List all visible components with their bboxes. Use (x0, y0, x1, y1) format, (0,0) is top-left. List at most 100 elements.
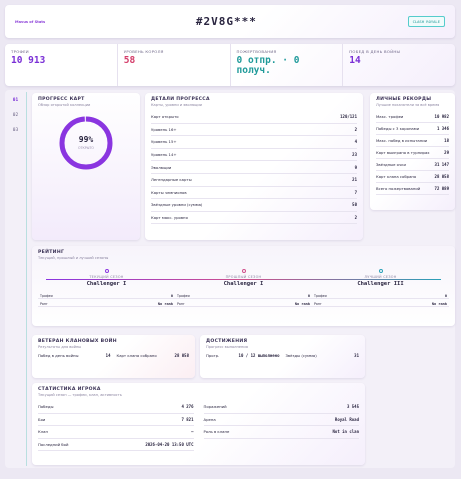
stat-label: Звёзды (сумма) (285, 353, 317, 358)
stat-value: 2 (354, 126, 357, 132)
stat-label: Арена (203, 416, 216, 422)
stat-label: Карт макс. уровня (151, 215, 188, 221)
stat-label: Всего пожертвований (376, 186, 421, 191)
caption: ОТКРЫТО (78, 146, 94, 150)
stat-value: 50 (352, 202, 357, 208)
season: ЛУЧШИЙ СЕЗОН Challenger III Трофеи 0 Ранг No … (312, 269, 449, 307)
section-subtitle: Текущий, прошлый и лучший сезоны (38, 256, 109, 260)
stat-label: Уровень 16+ (151, 126, 177, 132)
stat-row: Поражений 3 545 (203, 401, 359, 414)
section-subtitle: Прогресс выполнения (206, 345, 248, 349)
stat-value: 14 (105, 353, 111, 358)
stat-label: Уровень 14+ (151, 152, 177, 158)
stat-row: Прогр. 10 / 12 выполнено Звёзды (сумма) 31 (206, 353, 359, 358)
logo: Mavus of Stats (15, 19, 46, 24)
achievements-card: ДОСТИЖЕНИЯ Прогресс выполнения Прогр. 10 / … (200, 335, 365, 378)
season: ТЕКУЩИЙ СЕЗОН Challenger I Трофеи 0 Ранг No r… (38, 269, 175, 307)
stat-label: Карты чемпионов (151, 189, 187, 195)
stat-label: Карт открыто (151, 114, 179, 120)
stat-row: Последний бой 2026-04-20 13:50 UTC (38, 439, 194, 451)
stat-label: Уровень 15+ (151, 139, 177, 145)
records-card: ЛИЧНЫЕ РЕКОРДЫ Лучшие показатели за всё в… (370, 93, 455, 210)
stat-label: Карт клана собрано (116, 353, 157, 358)
stat-row: Звёздные уровни (сумма) 50 (151, 199, 357, 212)
stat-value: No rank (431, 302, 447, 306)
player-stats-card: СТАТИСТИКА ИГРОКА Текущий сезон — трофеи,… (32, 383, 365, 465)
stat-row: Карт открыто 120/121 (151, 111, 357, 124)
stat-label: Трофеи (177, 294, 190, 298)
stat-label: Макс. побед в испытании (376, 138, 428, 143)
stat-row: Звёздные очки 31 147 (376, 159, 449, 171)
stat-value: 3 545 (346, 404, 359, 410)
stat-label: Ранг (40, 302, 48, 306)
stat-value: 4 276 (181, 404, 194, 410)
season-dot (241, 269, 246, 273)
stat-row: Уровень 16+ 2 (151, 124, 357, 137)
summary-item: УРОВЕНЬ КОРОЛЯ 58 (118, 44, 231, 86)
summary-value: 0 отпр. · 0 получ. (236, 55, 300, 77)
stat-value: 0 (170, 294, 173, 298)
stat-value: 23 (352, 152, 357, 158)
season-league: Challenger III (357, 281, 404, 287)
stat-row: Клан — (38, 426, 194, 439)
section-title: ЛИЧНЫЕ РЕКОРДЫ (376, 97, 432, 102)
stat-value: No rank (294, 302, 310, 306)
stat-row: Бои 7 821 (38, 414, 194, 426)
stat-label: Бои (38, 416, 46, 422)
stat-label: Трофеи (40, 294, 53, 298)
season-row: Ранг No rank (175, 302, 312, 307)
stat-row: Карты чемпионов 7 (151, 187, 357, 200)
stats-grid: Победы 4 276 Поражений 3 545 Бои 7 821 Арена Ro… (38, 401, 359, 451)
stat-value: 18 (444, 138, 449, 143)
stat-value: 0 (444, 294, 447, 298)
season-row: Трофеи 0 (175, 294, 312, 299)
game-button[interactable]: CLASH ROYALE (407, 16, 445, 27)
stat-label: Победы с 3 коронами (376, 126, 420, 131)
stat-value: 9 (354, 164, 357, 170)
summary-value: 58 (123, 55, 136, 66)
season-row: Ранг No rank (312, 302, 449, 307)
section-title: ДОСТИЖЕНИЯ (206, 339, 248, 344)
sidebar: 01 02 03 (5, 92, 27, 466)
summary-bar: ТРОФЕИ 10 913 УРОВЕНЬ КОРОЛЯ 58 ПОЖЕРТВОВАНИ… (5, 44, 455, 86)
section-subtitle: Обзор открытой коллекции (38, 103, 91, 107)
header: Mavus of Stats #2V8G*** CLASH ROYALE (5, 5, 455, 38)
stat-cell: Звёзды (сумма) 31 (286, 353, 360, 358)
stat-row: Побед в день войны 14 Карт клана собрано 28… (38, 353, 189, 358)
summary-item: ТРОФЕИ 10 913 (5, 44, 118, 86)
season-dot (378, 269, 383, 273)
stat-label: Карт выиграно в турнирах (376, 150, 430, 155)
stat-cell: Карт клана собрано 28 058 (117, 353, 190, 358)
stat-row: Победы 4 276 (38, 401, 194, 414)
ring-arc (59, 116, 113, 170)
title: #2V8G*** (195, 15, 257, 28)
stat-row: Победы с 3 коронами 1 346 (376, 123, 449, 135)
summary-label: УРОВЕНЬ КОРОЛЯ (123, 49, 164, 54)
stat-value: 31 (354, 353, 359, 358)
season-row: Трофеи 0 (38, 294, 175, 299)
rating-card: РЕЙТИНГ Текущий, прошлый и лучший сезоны Т… (32, 246, 455, 326)
stat-value: 31 147 (434, 162, 449, 167)
stat-value: 2 (354, 215, 357, 221)
card-progress: ПРОГРЕСС КАРТ Обзор открытой коллекции 9… (32, 93, 140, 240)
stat-value: No rank (157, 302, 173, 306)
stat-value: — (191, 429, 194, 435)
stat-label: Звёздные уровни (сумма) (151, 202, 203, 208)
stat-cell: Побед в день войны 14 (38, 353, 111, 358)
season-label: ЛУЧШИЙ СЕЗОН (364, 275, 397, 279)
stat-value: 10 982 (434, 114, 449, 119)
nav-item: 03 (12, 128, 19, 133)
summary-label: ТРОФЕИ (11, 49, 29, 54)
stat-value: 0 (307, 294, 310, 298)
veteran-card: ВЕТЕРАН КЛАНОВЫХ ВОЙН Результаты для войн… (32, 335, 195, 378)
section-subtitle: Лучшие показатели за всё время (376, 103, 440, 107)
stat-label: Победы (38, 404, 54, 410)
summary-label: ПОЖЕРТВОВАНИЯ (236, 49, 277, 54)
stat-value: 7 821 (181, 416, 194, 422)
stat-value: 28 058 (434, 174, 449, 179)
stat-value: 28 058 (174, 353, 189, 358)
stat-label: Ранг (314, 302, 322, 306)
season-label: ТЕКУЩИЙ СЕЗОН (89, 275, 124, 279)
stat-label: Последний бой (38, 441, 69, 447)
